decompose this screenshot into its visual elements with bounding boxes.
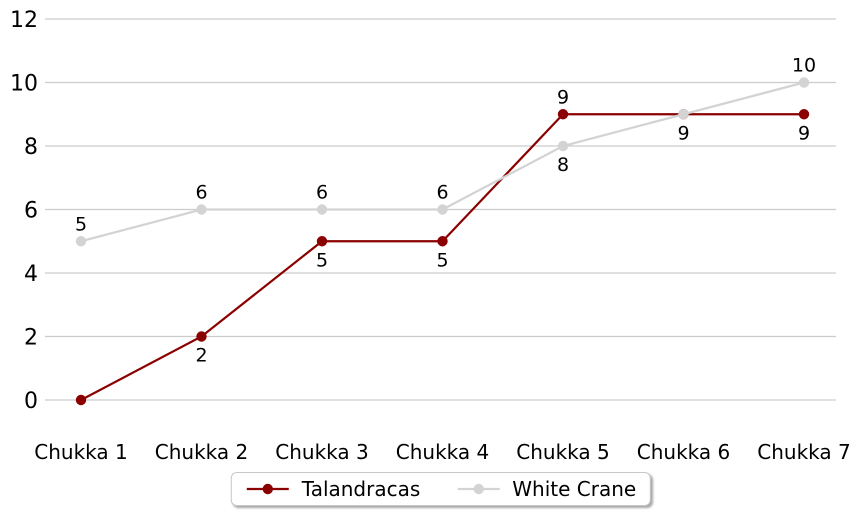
y-tick-label: 4 [24, 262, 38, 287]
x-tick-label: Chukka 4 [396, 440, 489, 464]
y-tick-label: 0 [24, 389, 38, 414]
x-tick-label: Chukka 3 [275, 440, 368, 464]
data-point-labels: 2 5 5 9 9 5 6 6 6 8 9 10 [75, 55, 816, 367]
y-tick-label: 8 [24, 135, 38, 160]
data-point-white-crane [316, 204, 328, 215]
data-point-white-crane [196, 204, 207, 215]
legend-label-talandracas: Talandracas [301, 477, 421, 501]
data-point-label-white-crane: 8 [557, 154, 569, 176]
data-point-talandracas [798, 109, 810, 120]
legend-item-white-crane: White Crane [456, 476, 636, 502]
data-point-label-white-crane: 10 [792, 55, 816, 77]
data-point-label-white-crane: 9 [677, 122, 689, 144]
x-tick-label: Chukka 6 [637, 440, 730, 464]
legend-dot-sample [473, 483, 484, 495]
data-point-white-crane [678, 109, 689, 120]
data-point-label-talandracas: 9 [557, 86, 569, 108]
x-tick-label: Chukka 1 [34, 440, 127, 464]
y-tick-label: 6 [24, 199, 38, 224]
data-point-label-talandracas: 2 [195, 345, 207, 367]
series-line-white-crane [80, 81, 805, 243]
data-point-white-crane [557, 140, 569, 152]
gridlines [45, 18, 836, 401]
data-point-label-talandracas: 5 [316, 249, 328, 271]
x-tick-label: Chukka 7 [757, 440, 850, 464]
y-axis-tick-labels: 0 2 4 6 8 10 12 [10, 8, 38, 414]
talandracas-line-marker-icon [246, 483, 289, 495]
data-point-label-white-crane: 5 [75, 213, 87, 235]
data-point-label-white-crane: 6 [195, 182, 207, 204]
legend: Talandracas White Crane [230, 472, 652, 506]
x-axis-tick-labels: Chukka 1 Chukka 2 Chukka 3 Chukka 4 Chukka 5… [34, 440, 850, 464]
data-point-white-crane [75, 236, 87, 247]
series-group [75, 77, 810, 406]
data-point-talandracas [557, 109, 569, 120]
data-point-talandracas [196, 331, 207, 342]
data-point-label-talandracas: 9 [798, 122, 810, 144]
data-point-white-crane [437, 204, 448, 215]
data-point-talandracas [75, 394, 87, 406]
y-tick-label: 2 [24, 326, 38, 351]
data-point-label-white-crane: 6 [316, 182, 328, 204]
white-crane-line-marker-icon [457, 483, 500, 495]
data-point-talandracas [316, 236, 328, 247]
legend-label-white-crane: White Crane [512, 477, 637, 501]
x-tick-label: Chukka 2 [155, 440, 248, 464]
data-point-label-talandracas: 5 [436, 249, 448, 271]
data-point-talandracas [437, 236, 448, 247]
y-tick-label: 10 [10, 72, 38, 97]
data-point-label-white-crane: 6 [436, 182, 448, 204]
legend-item-talandracas: Talandracas [246, 476, 421, 502]
x-tick-label: Chukka 5 [516, 440, 609, 464]
y-tick-label: 12 [10, 8, 38, 33]
legend-dot-sample [262, 483, 273, 495]
data-point-white-crane [798, 77, 810, 88]
